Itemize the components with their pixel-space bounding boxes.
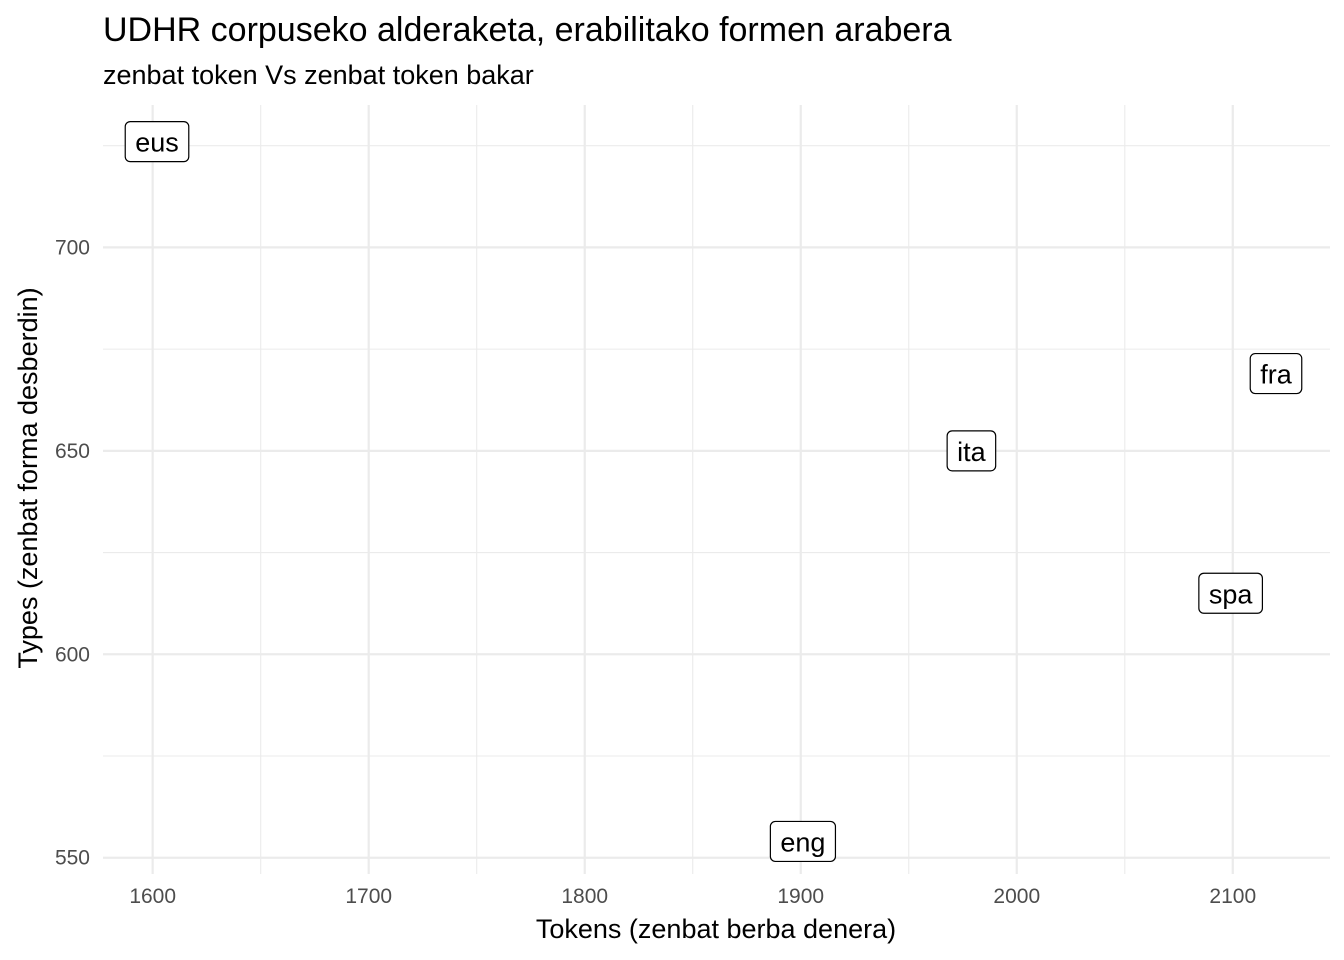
point-label-box bbox=[124, 121, 190, 163]
point-label-eus: eus bbox=[124, 121, 190, 163]
chart-title: UDHR corpuseko alderaketa, erabilitako f… bbox=[103, 11, 952, 49]
y-tick-label: 650 bbox=[55, 440, 90, 463]
point-label-text: eng bbox=[780, 827, 825, 857]
y-tick-label: 600 bbox=[55, 643, 90, 666]
tick-labels: 1600 1700 1800 1900 2000 2100 550 600 650 700 bbox=[55, 236, 1256, 908]
point-label-eng: eng bbox=[769, 820, 837, 863]
point-label-text: spa bbox=[1209, 579, 1254, 609]
x-tick-label: 1600 bbox=[129, 885, 176, 908]
x-tick-label: 1900 bbox=[777, 885, 824, 908]
y-axis-label: Types (zenbat forma desberdin) bbox=[13, 287, 43, 668]
x-tick-label: 2000 bbox=[993, 885, 1040, 908]
point-label-box bbox=[1198, 572, 1264, 614]
point-label-box bbox=[769, 820, 837, 863]
grid bbox=[103, 105, 1330, 874]
data-points: eus fra ita spa eng bbox=[124, 121, 1303, 863]
x-tick-label: 1700 bbox=[345, 885, 392, 908]
x-axis-label: Tokens (zenbat berba denera) bbox=[536, 914, 896, 944]
point-label-fra: fra bbox=[1249, 352, 1303, 395]
point-label-box bbox=[1249, 352, 1303, 395]
point-label-text: fra bbox=[1260, 360, 1292, 390]
point-label-spa: spa bbox=[1198, 572, 1264, 614]
y-tick-label: 550 bbox=[55, 847, 90, 870]
point-label-box bbox=[946, 430, 997, 472]
point-label-text: ita bbox=[957, 437, 987, 467]
chart-subtitle: zenbat token Vs zenbat token bakar bbox=[103, 60, 534, 90]
point-label-text: eus bbox=[135, 128, 179, 158]
y-tick-label: 700 bbox=[55, 236, 90, 259]
point-label-ita: ita bbox=[946, 430, 997, 472]
x-tick-label: 1800 bbox=[561, 885, 608, 908]
x-tick-label: 2100 bbox=[1209, 885, 1256, 908]
